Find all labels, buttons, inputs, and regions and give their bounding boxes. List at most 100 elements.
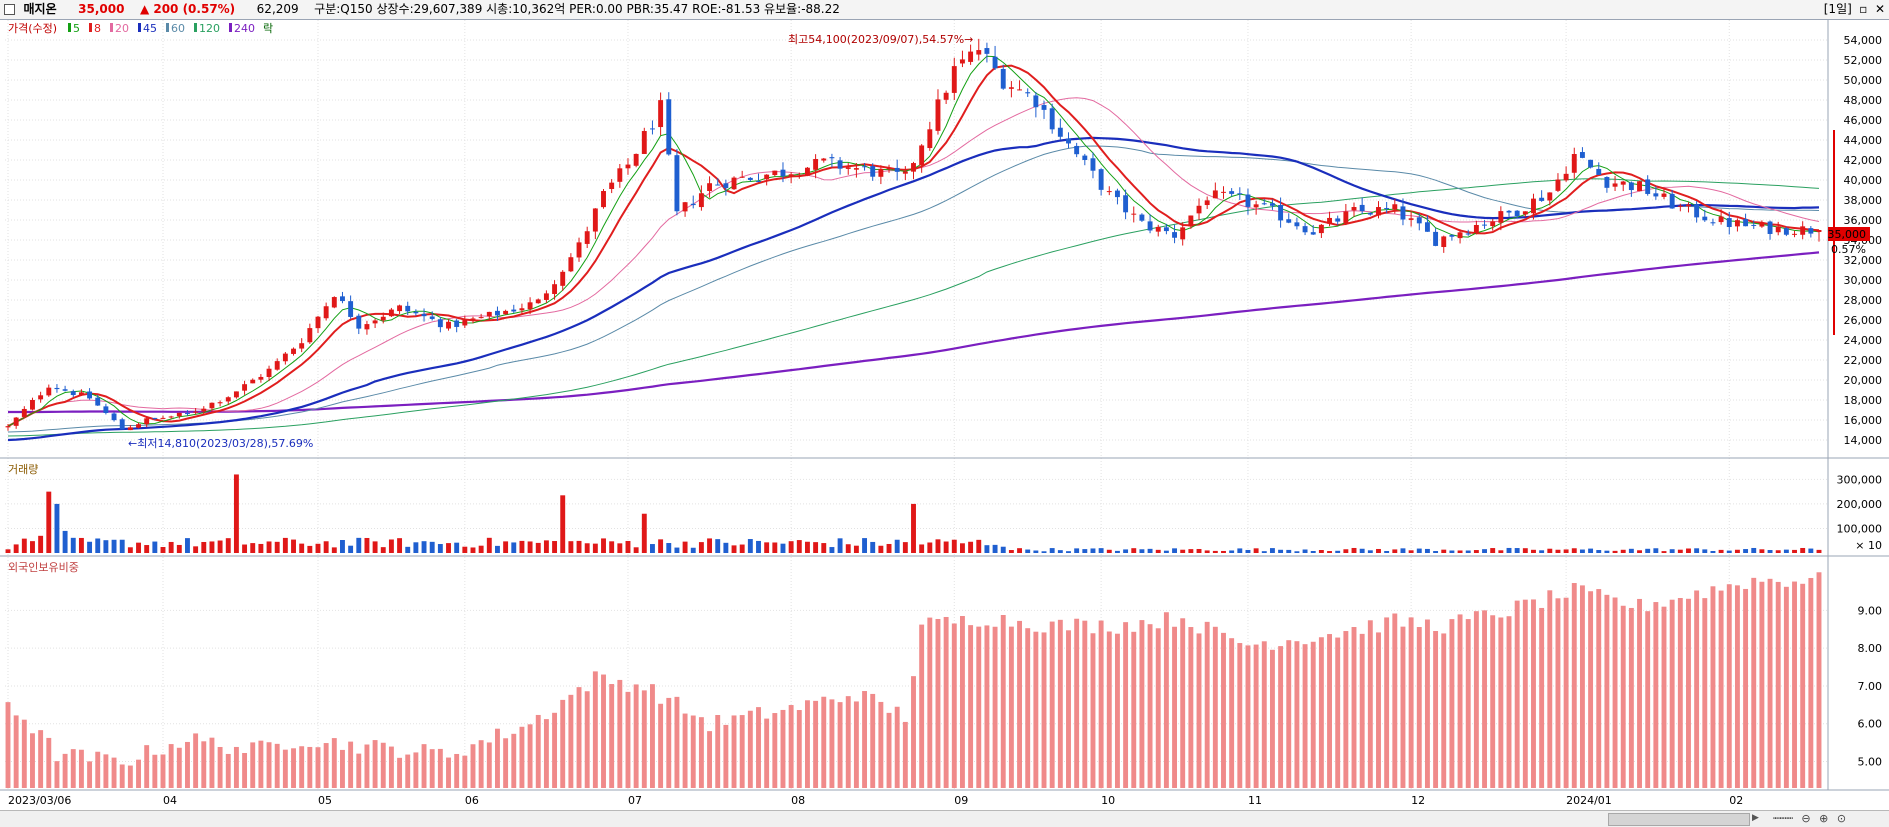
foreign-bar <box>1775 581 1781 788</box>
candle-body <box>1571 153 1577 173</box>
candle-body <box>650 128 655 130</box>
candle-body <box>356 315 362 329</box>
candle-body <box>307 328 313 343</box>
volume-bar <box>772 542 778 553</box>
volume-bar <box>1473 550 1479 553</box>
candle-body <box>168 416 174 418</box>
foreign-bar <box>560 699 566 788</box>
stock-chart: 14,000 16,000 18,000 20,000 22,000 24,000 26,0… <box>0 20 1889 807</box>
foreign-bar <box>1441 633 1447 788</box>
scroll-right-arrow-icon[interactable]: ▶ <box>1752 813 1759 823</box>
candle-body <box>454 320 460 327</box>
volume-bar <box>723 542 729 553</box>
foreign-bar <box>1514 600 1520 788</box>
volume-bar <box>862 538 868 553</box>
volume-bar <box>1669 549 1675 553</box>
candle-body <box>772 170 778 176</box>
volume-bar <box>486 537 492 553</box>
candle-body <box>1310 232 1316 235</box>
volume-bar <box>519 540 525 553</box>
volume-bar <box>894 539 900 553</box>
price-tick-label: 24,000 <box>1844 334 1883 347</box>
foreign-bar <box>731 715 737 788</box>
volume-bar <box>1098 548 1104 553</box>
header-controls: [1일] ▫ ✕ <box>1820 0 1885 19</box>
select-checkbox[interactable] <box>4 4 15 15</box>
foreign-bar <box>152 754 158 788</box>
volume-bar <box>1416 548 1422 553</box>
candle-body <box>1131 213 1137 215</box>
volume-bar <box>1433 551 1439 553</box>
volume-bar <box>756 540 761 553</box>
candle-body <box>388 309 394 317</box>
foreign-bar <box>5 702 11 788</box>
volume-bar <box>1628 548 1634 553</box>
foreign-bar <box>1783 586 1789 788</box>
foreign-bar <box>380 742 386 788</box>
foreign-bar <box>1734 585 1740 788</box>
volume-bar <box>927 542 933 553</box>
scroll-thumb[interactable] <box>1608 813 1750 826</box>
volume-bar <box>739 544 745 553</box>
volume-bar <box>429 541 435 553</box>
foreign-bar <box>397 757 403 788</box>
foreign-bar <box>62 753 68 788</box>
candle-body <box>633 153 639 166</box>
volume-bar <box>1783 549 1789 553</box>
volume-bar <box>698 542 704 553</box>
foreign-bar <box>609 684 615 788</box>
foreign-bar <box>462 755 468 788</box>
minimize-icon[interactable]: ▫ <box>1859 2 1868 16</box>
candle-body <box>1327 217 1332 224</box>
volume-bar <box>364 537 370 553</box>
close-icon[interactable]: ✕ <box>1874 2 1885 16</box>
volume-bar <box>282 537 288 553</box>
volume-bar <box>405 546 411 553</box>
foreign-bar <box>160 754 166 788</box>
volume-bar <box>413 542 419 553</box>
price-tick-label: 54,000 <box>1844 34 1883 47</box>
foreign-bar <box>1465 619 1471 788</box>
candle-body <box>119 419 125 430</box>
candle-body <box>845 167 851 169</box>
candle-body <box>1351 207 1357 211</box>
candle-body <box>1278 205 1284 221</box>
volume-bar <box>609 541 615 553</box>
candle-body <box>959 59 965 64</box>
foreign-bar <box>1294 641 1300 788</box>
stock-name[interactable]: 매지온 <box>23 2 57 16</box>
candle-body <box>780 169 786 177</box>
date-tick-label: 07 <box>628 794 642 807</box>
candle-body <box>788 174 794 177</box>
period-label[interactable]: [1일] <box>1823 2 1852 16</box>
volume-bar <box>804 541 810 553</box>
volume-bar <box>1278 549 1284 553</box>
zoom-out-icon[interactable]: ⊖ <box>1801 812 1811 825</box>
horizontal-scrollbar[interactable]: ▶ ┉┉┉ ⊖ ⊕ ⊙ <box>0 810 1889 827</box>
foreign-bar <box>1800 583 1806 788</box>
price-tick-label: 40,000 <box>1844 174 1883 187</box>
foreign-bar <box>1017 620 1023 788</box>
foreign-bar <box>1147 624 1153 788</box>
zoom-in-icon[interactable]: ⊕ <box>1819 812 1829 825</box>
date-tick-label: 10 <box>1101 794 1115 807</box>
foreign-bar <box>1816 572 1822 788</box>
candle-body <box>560 271 566 286</box>
zoom-slider-icon[interactable]: ┉┉┉ <box>1773 812 1793 825</box>
foreign-bar <box>454 753 460 788</box>
volume-bar <box>1327 551 1332 553</box>
volume-panel: 100,000 200,000 300,000 × 10 <box>5 473 1882 553</box>
legend-ma-20: 20 <box>115 22 129 35</box>
volume-bar <box>372 541 378 553</box>
foreign-bar <box>698 717 704 788</box>
volume-bar <box>1645 548 1651 553</box>
volume-bar <box>1025 549 1031 553</box>
volume-bar <box>168 541 174 553</box>
candle-body <box>992 56 998 69</box>
volume-bar <box>1596 550 1602 553</box>
volume-bar <box>1694 548 1700 553</box>
foreign-bar <box>307 746 313 788</box>
zoom-reset-icon[interactable]: ⊙ <box>1836 812 1847 825</box>
foreign-bar <box>144 745 150 788</box>
candle-body <box>1514 210 1520 217</box>
